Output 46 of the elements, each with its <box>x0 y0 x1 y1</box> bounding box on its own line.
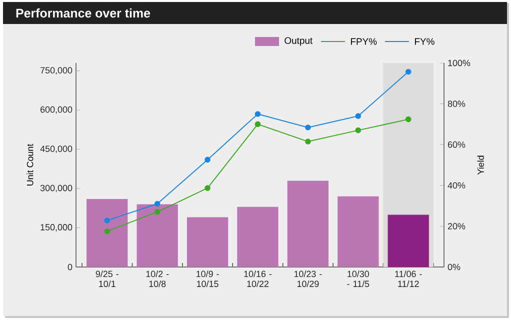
bar <box>338 196 379 267</box>
point <box>204 185 210 191</box>
y2-tick-label: 60% <box>448 141 466 148</box>
point <box>355 127 362 134</box>
bar <box>136 204 178 267</box>
y2-tick-label: 20% <box>448 223 466 230</box>
bar <box>237 206 278 267</box>
point <box>204 156 210 163</box>
y2-axis-title: Yield <box>477 156 484 175</box>
point <box>405 68 412 75</box>
y-tick-label: 750,000 <box>40 67 72 75</box>
x-tick-label: 10/2 - 10/8 <box>146 270 169 288</box>
y-tick-label: 600,000 <box>40 106 72 114</box>
point <box>254 111 261 117</box>
legend-label: FPY% <box>350 38 377 45</box>
y2-tick-label: 80% <box>448 100 466 107</box>
legend-label: FY% <box>414 38 434 45</box>
x-tick-label: 10/23 - 10/29 <box>294 270 322 288</box>
x-tick-label: 10/16 - 10/22 <box>244 270 272 288</box>
bar <box>86 199 128 267</box>
y-tick-label: 300,000 <box>40 184 72 192</box>
point <box>154 209 160 215</box>
point <box>405 116 412 122</box>
y-axis-title: Unit Count <box>26 144 34 186</box>
legend-label: Output <box>284 37 313 46</box>
y-tick-label: 0 <box>68 264 72 270</box>
point <box>355 113 362 119</box>
bar <box>287 180 329 267</box>
point <box>305 124 311 130</box>
x-tick-label: 10/30 - 11/5 <box>347 270 370 288</box>
y2-tick-label: 40% <box>448 182 466 189</box>
point <box>104 228 110 234</box>
point <box>154 200 160 207</box>
point <box>305 138 311 144</box>
bar <box>388 214 429 267</box>
y-tick-label: 150,000 <box>40 224 72 232</box>
chart-title: Performance over time <box>16 8 150 18</box>
y-tick-label: 450,000 <box>40 146 72 154</box>
x-tick-label: 11/06 - 11/12 <box>395 270 422 288</box>
bar <box>186 217 228 267</box>
y2-tick-label: 100% <box>448 60 470 66</box>
x-tick-label: 10/9 - 10/15 <box>196 270 219 288</box>
point <box>254 121 261 128</box>
x-tick-label: 9/25 - 10/1 <box>96 270 118 288</box>
y2-tick-label: 0% <box>448 264 460 270</box>
point <box>104 218 110 224</box>
